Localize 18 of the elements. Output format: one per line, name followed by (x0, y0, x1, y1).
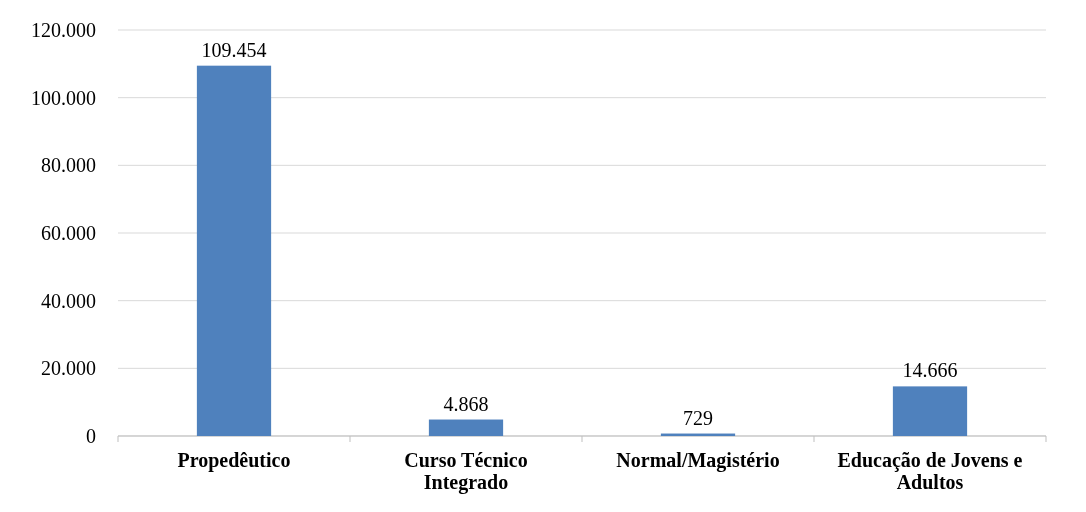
data-label: 14.666 (902, 359, 958, 382)
y-tick-label: 80.000 (41, 154, 96, 177)
bar (892, 386, 968, 436)
x-tick-label: Normal/Magistério (616, 449, 780, 472)
y-tick-label: 60.000 (41, 222, 96, 244)
data-label: 109.454 (201, 38, 267, 61)
bar (196, 65, 272, 436)
y-tick-label: 100.000 (31, 86, 96, 109)
y-tick-label: 40.000 (41, 289, 96, 312)
data-label: 729 (683, 406, 713, 429)
x-tick-label: Curso Técnico Integrado (404, 449, 528, 494)
bar (428, 419, 504, 436)
data-label: 4.868 (443, 392, 489, 415)
x-tick-label: Educação de Jovens e Adultos (837, 449, 1023, 493)
x-tick-label: Propedêutico (177, 449, 291, 472)
y-tick-label: 0 (86, 425, 96, 447)
y-tick-label: 120.000 (31, 19, 96, 41)
y-tick-label: 20.000 (41, 357, 96, 380)
